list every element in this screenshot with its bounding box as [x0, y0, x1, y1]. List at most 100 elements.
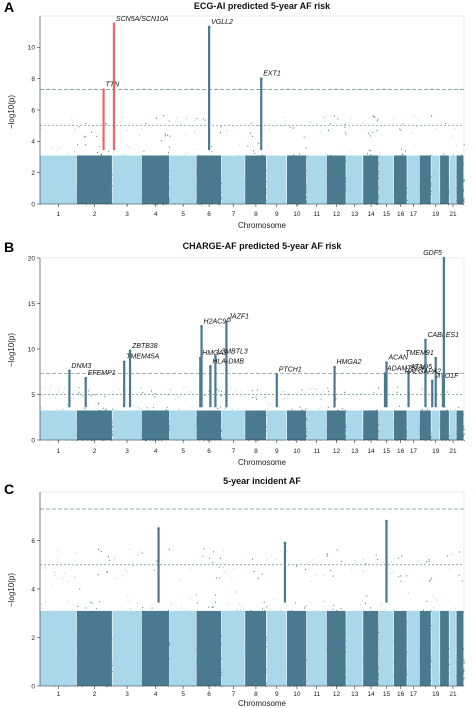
peak-point [157, 527, 160, 530]
chromosome-band-11 [306, 610, 327, 686]
peak-point [112, 22, 116, 26]
gene-label: SCN5A/SCN10A [116, 16, 169, 23]
x-tick-label: 10 [293, 448, 301, 455]
x-tick-label: 19 [432, 691, 440, 698]
peak-point [424, 338, 427, 342]
x-tick-label: 11 [313, 448, 320, 455]
chromosome-points-8 [245, 389, 268, 441]
chromosome-points-9 [266, 550, 288, 687]
x-tick-label: 15 [383, 211, 391, 218]
peak-point [207, 25, 211, 29]
chromosome-band-1 [40, 155, 77, 204]
chromosome-points-7 [221, 387, 246, 441]
chromosome-band-18 [419, 410, 431, 440]
y-tick-label: 10 [28, 45, 36, 52]
chromosome-band-12 [326, 610, 346, 686]
chromosome-points-10 [287, 565, 308, 688]
x-tick-label: 17 [410, 691, 418, 698]
x-tick-label: 11 [313, 691, 320, 698]
y-tick-label: 8 [31, 76, 35, 83]
chromosome-band-22 [456, 155, 464, 204]
chromosome-band-20 [440, 410, 449, 440]
x-tick-label: 4 [154, 691, 158, 698]
chromosome-points-7 [221, 549, 246, 687]
data-points [40, 386, 465, 442]
peak-point [102, 88, 105, 91]
x-tick-label: 15 [383, 691, 391, 698]
x-tick-label: 16 [397, 691, 405, 698]
gene-label: JAZF1 [227, 314, 249, 321]
x-tick-label: 6 [207, 448, 211, 455]
chromosome-points-16 [394, 555, 408, 687]
chromosome-points-1 [40, 117, 78, 205]
chromosome-points-2 [77, 122, 113, 206]
chromosome-points-4 [141, 390, 171, 442]
panel-letter: C [4, 481, 14, 497]
data-points [40, 115, 465, 206]
chromosome-points-20 [440, 555, 451, 687]
chromosome-points-5 [170, 117, 198, 206]
peak-point [441, 375, 445, 378]
y-tick-label: 4 [31, 139, 35, 146]
x-tick-label: 4 [154, 211, 158, 218]
peak-point [122, 360, 126, 364]
chromosome-points-5 [169, 386, 198, 442]
chromosome-band-6 [196, 610, 222, 686]
chromosome-band-19 [431, 410, 440, 440]
chromosome-band-21 [449, 155, 456, 204]
y-tick-label: 2 [31, 170, 35, 177]
x-tick-label: 8 [254, 211, 258, 218]
peak-point [209, 364, 212, 368]
chromosome-band-8 [245, 610, 266, 686]
x-axis-label: Chromosome [238, 699, 287, 708]
chromosome-band-15 [379, 155, 394, 204]
chromosome-band-12 [326, 155, 346, 204]
chromosome-points-7 [222, 124, 246, 206]
peak-point [84, 376, 87, 380]
chromosome-band-6 [196, 155, 222, 204]
x-tick-label: 9 [275, 691, 279, 698]
gene-label: L3MBTL3 [217, 348, 247, 355]
x-tick-label: 1 [57, 448, 61, 455]
gene-label: PTCH1 [279, 366, 302, 373]
gene-label: VGLL2 [211, 19, 233, 26]
chromosome-band-4 [141, 155, 170, 204]
chromosome-points-14 [363, 387, 380, 441]
x-tick-label: 12 [333, 211, 341, 218]
panel-b: B CHARGE-AF predicted 5-year AF risk DNM3E… [4, 239, 465, 467]
gene-label: HMGA1 [202, 350, 227, 357]
x-tick-label: 5 [181, 448, 185, 455]
chromosome-points-15 [379, 389, 395, 442]
peak-point [430, 379, 434, 383]
y-tick-label: 15 [28, 301, 36, 308]
peak-point [68, 369, 71, 373]
chromosome-band-19 [431, 155, 440, 204]
x-axis-label: Chromosome [238, 221, 287, 230]
gene-label: RALGAPA2 [404, 368, 441, 375]
data-points [40, 548, 465, 688]
peak-point [442, 256, 446, 260]
chromosome-points-20 [440, 122, 451, 206]
x-tick-label: 14 [367, 691, 375, 698]
chromosome-points-10 [287, 126, 308, 206]
x-tick-label: 1 [57, 691, 61, 698]
chromosome-band-3 [112, 610, 142, 686]
chromosome-band-2 [76, 610, 112, 686]
chromosome-points-10 [287, 389, 308, 442]
chromosome-band-2 [76, 155, 112, 204]
x-tick-label: 14 [367, 448, 375, 455]
y-tick-label: 20 [28, 255, 36, 262]
chromosome-band-15 [379, 410, 394, 440]
peak-point [434, 356, 438, 360]
x-tick-label: 17 [410, 448, 418, 455]
chromosome-points-13 [346, 117, 364, 205]
chromosome-points-17 [407, 560, 421, 687]
chromosome-band-7 [221, 155, 245, 204]
chromosome-points-18 [419, 388, 433, 442]
y-tick-label: 6 [31, 107, 35, 114]
x-tick-label: 16 [397, 448, 405, 455]
chromosome-band-5 [169, 155, 196, 204]
x-tick-label: 3 [125, 691, 129, 698]
panel-title: ECG-AI predicted 5-year AF risk [194, 1, 331, 11]
x-tick-label: 2 [93, 211, 97, 218]
